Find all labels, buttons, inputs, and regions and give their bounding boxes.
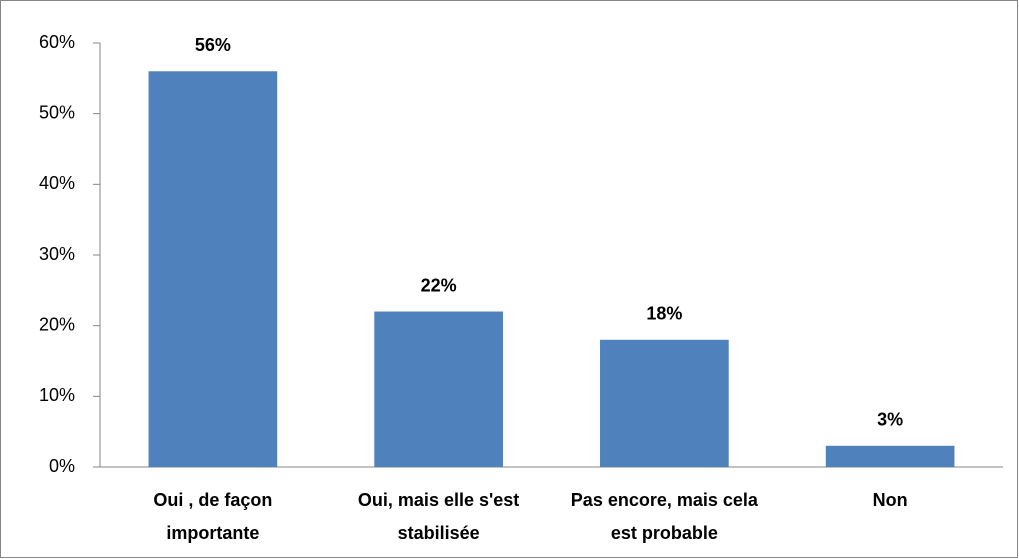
value-label: 22% [421,275,457,295]
x-tick-label: Non [872,490,908,510]
bar [825,445,955,467]
x-tick-label: Oui, mais elle s'est stabilisée [357,490,520,543]
value-label: 18% [646,304,682,324]
y-tick-label: 60% [39,32,75,52]
value-label: 3% [877,410,903,430]
y-tick-label: 0% [49,456,75,476]
y-tick-label: 50% [39,102,75,122]
y-tick-label: 30% [39,244,75,264]
value-label: 56% [195,35,231,55]
bar [148,71,278,468]
y-tick-label: 20% [39,314,75,334]
x-tick-label: Pas encore, mais cela est probable [570,490,758,543]
bar [600,339,729,467]
y-tick-label: 10% [39,385,75,405]
x-tick-label: Oui , de façon importante [153,490,273,543]
y-tick-label: 40% [39,173,75,193]
bar [374,311,503,467]
